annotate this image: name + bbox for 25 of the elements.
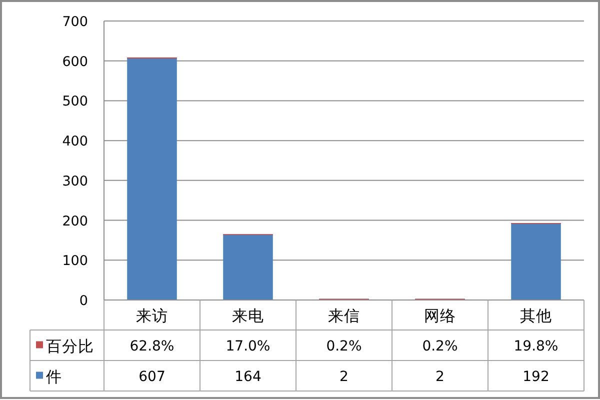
data-label: 0.2%	[326, 338, 362, 354]
y-tick-label: 700	[62, 14, 88, 30]
x-tick-label: 网络	[424, 307, 456, 325]
legend-label: 百分比	[46, 337, 94, 356]
data-label: 19.8%	[514, 338, 558, 354]
data-label: 2	[436, 368, 444, 385]
y-tick-label: 500	[62, 94, 88, 110]
data-label: 607	[138, 368, 166, 385]
data-label: 62.8%	[130, 338, 174, 354]
data-label: 164	[234, 368, 262, 385]
data-label: 2	[340, 368, 348, 385]
legend-label: 件	[46, 368, 62, 386]
y-tick-label: 0	[79, 293, 88, 309]
y-tick-label: 200	[62, 213, 88, 230]
x-tick-label: 其他	[520, 307, 552, 325]
y-tick-label: 400	[62, 134, 88, 150]
x-tick-label: 来访	[136, 307, 168, 325]
x-tick-label: 来信	[328, 307, 360, 325]
y-tick-label: 300	[62, 173, 88, 190]
data-label: 192	[522, 368, 550, 385]
y-tick-label: 600	[62, 54, 88, 70]
data-label: 17.0%	[226, 338, 270, 354]
y-tick-label: 100	[62, 253, 88, 270]
data-label: 0.2%	[422, 338, 458, 354]
x-tick-label: 来电	[232, 307, 264, 325]
